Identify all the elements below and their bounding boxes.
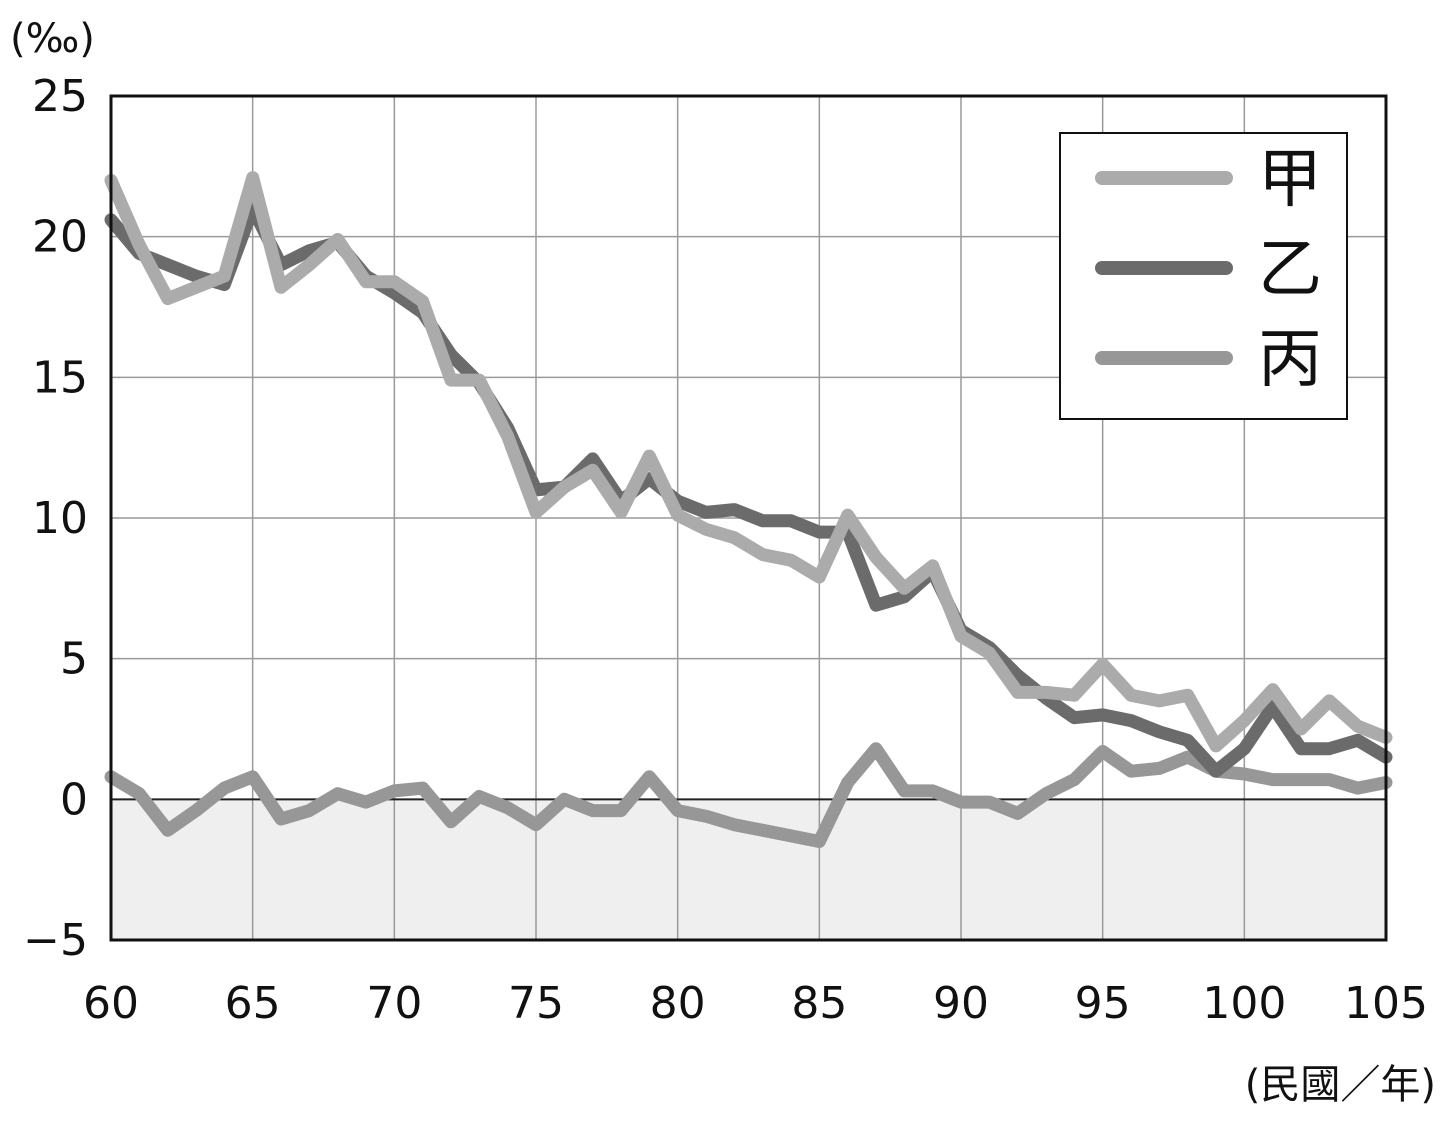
legend-label-1: 甲 bbox=[1258, 143, 1322, 217]
x-tick-label: 90 bbox=[933, 978, 989, 1029]
legend: 甲乙丙 bbox=[1059, 132, 1348, 420]
x-axis-unit: (民國／年) bbox=[1245, 1062, 1436, 1108]
y-tick-label: −5 bbox=[23, 915, 88, 966]
y-tick-label: 25 bbox=[32, 71, 88, 122]
negative-region bbox=[111, 799, 1386, 940]
series-line-3 bbox=[104, 742, 1393, 848]
y-tick-label: 10 bbox=[32, 493, 88, 544]
y-tick-label: 0 bbox=[60, 774, 88, 825]
x-tick-label: 65 bbox=[225, 978, 281, 1029]
legend-label-2: 乙 bbox=[1258, 233, 1322, 307]
y-tick-label: 20 bbox=[32, 212, 88, 263]
plot-frame bbox=[109, 94, 1388, 942]
series-line-1 bbox=[104, 171, 1393, 753]
x-tick-labels: 60 65 70 75 80 85 90 95 100 105 bbox=[83, 978, 1428, 1029]
y-tick-label: 15 bbox=[32, 352, 88, 403]
x-tick-label: 80 bbox=[650, 978, 706, 1029]
x-tick-label: 100 bbox=[1202, 978, 1286, 1029]
y-axis-unit: (‰) bbox=[10, 16, 95, 62]
y-tick-labels: −5 0 5 10 15 20 25 bbox=[23, 71, 88, 966]
x-tick-label: 95 bbox=[1075, 978, 1131, 1029]
x-tick-label: 60 bbox=[83, 978, 139, 1029]
gridlines bbox=[111, 96, 1386, 940]
x-tick-label: 105 bbox=[1344, 978, 1428, 1029]
x-tick-label: 75 bbox=[508, 978, 564, 1029]
series-lines bbox=[104, 171, 1393, 848]
x-tick-label: 70 bbox=[366, 978, 422, 1029]
legend-label-3: 丙 bbox=[1258, 323, 1322, 397]
y-tick-label: 5 bbox=[60, 634, 88, 685]
x-tick-label: 85 bbox=[791, 978, 847, 1029]
